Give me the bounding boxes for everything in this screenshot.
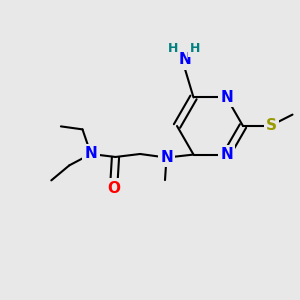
Text: N: N bbox=[220, 90, 233, 105]
Text: H: H bbox=[190, 42, 200, 55]
Text: H: H bbox=[168, 42, 178, 55]
Text: O: O bbox=[107, 181, 121, 196]
Text: N: N bbox=[220, 147, 233, 162]
Text: N: N bbox=[178, 52, 191, 68]
Text: N: N bbox=[85, 146, 97, 161]
Text: N: N bbox=[160, 150, 173, 165]
Text: S: S bbox=[266, 118, 277, 134]
